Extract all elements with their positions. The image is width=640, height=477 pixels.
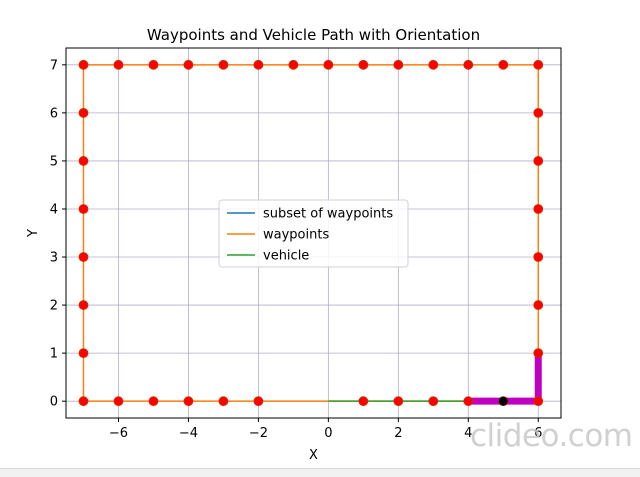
waypoint-marker — [78, 59, 89, 70]
y-tick-label: 6 — [50, 106, 58, 121]
waypoint-marker — [78, 300, 89, 310]
y-tick-label: 0 — [50, 395, 58, 410]
legend-label: waypoints — [263, 228, 329, 243]
x-axis-label: X — [309, 448, 318, 463]
legend-box — [218, 199, 409, 268]
orientation-path — [468, 353, 542, 405]
waypoint-marker — [78, 252, 89, 262]
plot-frame — [65, 47, 562, 419]
y-tick-label: 5 — [50, 154, 58, 169]
legend-label: subset of waypoints — [263, 207, 393, 222]
waypoint-marker — [148, 59, 159, 70]
waypoint-marker — [218, 59, 229, 70]
waypoint-marker — [393, 59, 404, 70]
x-tick-label: −4 — [179, 426, 198, 441]
waypoint-marker — [533, 156, 544, 166]
waypoint-marker — [148, 396, 159, 407]
player-bottom-bar — [0, 468, 640, 477]
y-tick-label: 4 — [50, 202, 58, 217]
y-axis-label: Y — [26, 229, 41, 238]
waypoint-marker — [288, 59, 299, 70]
waypoint-marker — [183, 59, 194, 70]
waypoint-marker — [533, 107, 544, 118]
waypoint-marker — [498, 59, 509, 70]
waypoint-marker — [323, 59, 334, 70]
waypoint-marker — [533, 252, 544, 262]
waypoint-marker — [113, 59, 124, 70]
waypoint-marker — [218, 396, 229, 407]
waypoint-marker — [533, 204, 544, 214]
legend-label: vehicle — [263, 249, 309, 264]
waypoint-marker — [78, 107, 89, 118]
waypoint-marker — [463, 396, 474, 407]
waypoint-marker — [78, 156, 89, 166]
watermark: clideo.com — [470, 418, 633, 454]
waypoint-marker — [533, 396, 544, 407]
waypoint-marker — [113, 396, 124, 407]
chart-title: Waypoints and Vehicle Path with Orientat… — [147, 26, 480, 44]
waypoint-marker — [393, 396, 404, 407]
x-tick-label: −2 — [249, 426, 268, 441]
waypoint-marker — [428, 396, 439, 407]
waypoint-marker — [358, 396, 369, 407]
waypoint-marker — [183, 396, 194, 407]
vehicle-marker — [498, 396, 508, 406]
y-tick-label: 2 — [50, 299, 58, 314]
waypoint-marker — [78, 396, 89, 407]
x-tick-label: 4 — [464, 426, 472, 441]
waypoint-marker — [463, 59, 474, 70]
waypoint-marker — [78, 204, 89, 214]
waypoint-marker — [533, 300, 544, 310]
x-tick-label: 2 — [394, 426, 402, 441]
waypoint-marker — [253, 396, 264, 407]
y-tick-label: 3 — [50, 251, 58, 266]
waypoint-marker — [253, 59, 264, 70]
waypoint-marker — [78, 348, 89, 359]
y-tick-label: 1 — [50, 347, 58, 362]
waypoint-marker — [358, 59, 369, 70]
x-tick-label: 0 — [324, 426, 332, 441]
waypoint-marker — [533, 59, 544, 70]
x-tick-label: 6 — [534, 426, 542, 441]
y-tick-label: 7 — [50, 58, 58, 73]
waypoint-marker — [428, 59, 439, 70]
x-tick-label: −6 — [109, 426, 128, 441]
waypoint-marker — [533, 348, 544, 359]
